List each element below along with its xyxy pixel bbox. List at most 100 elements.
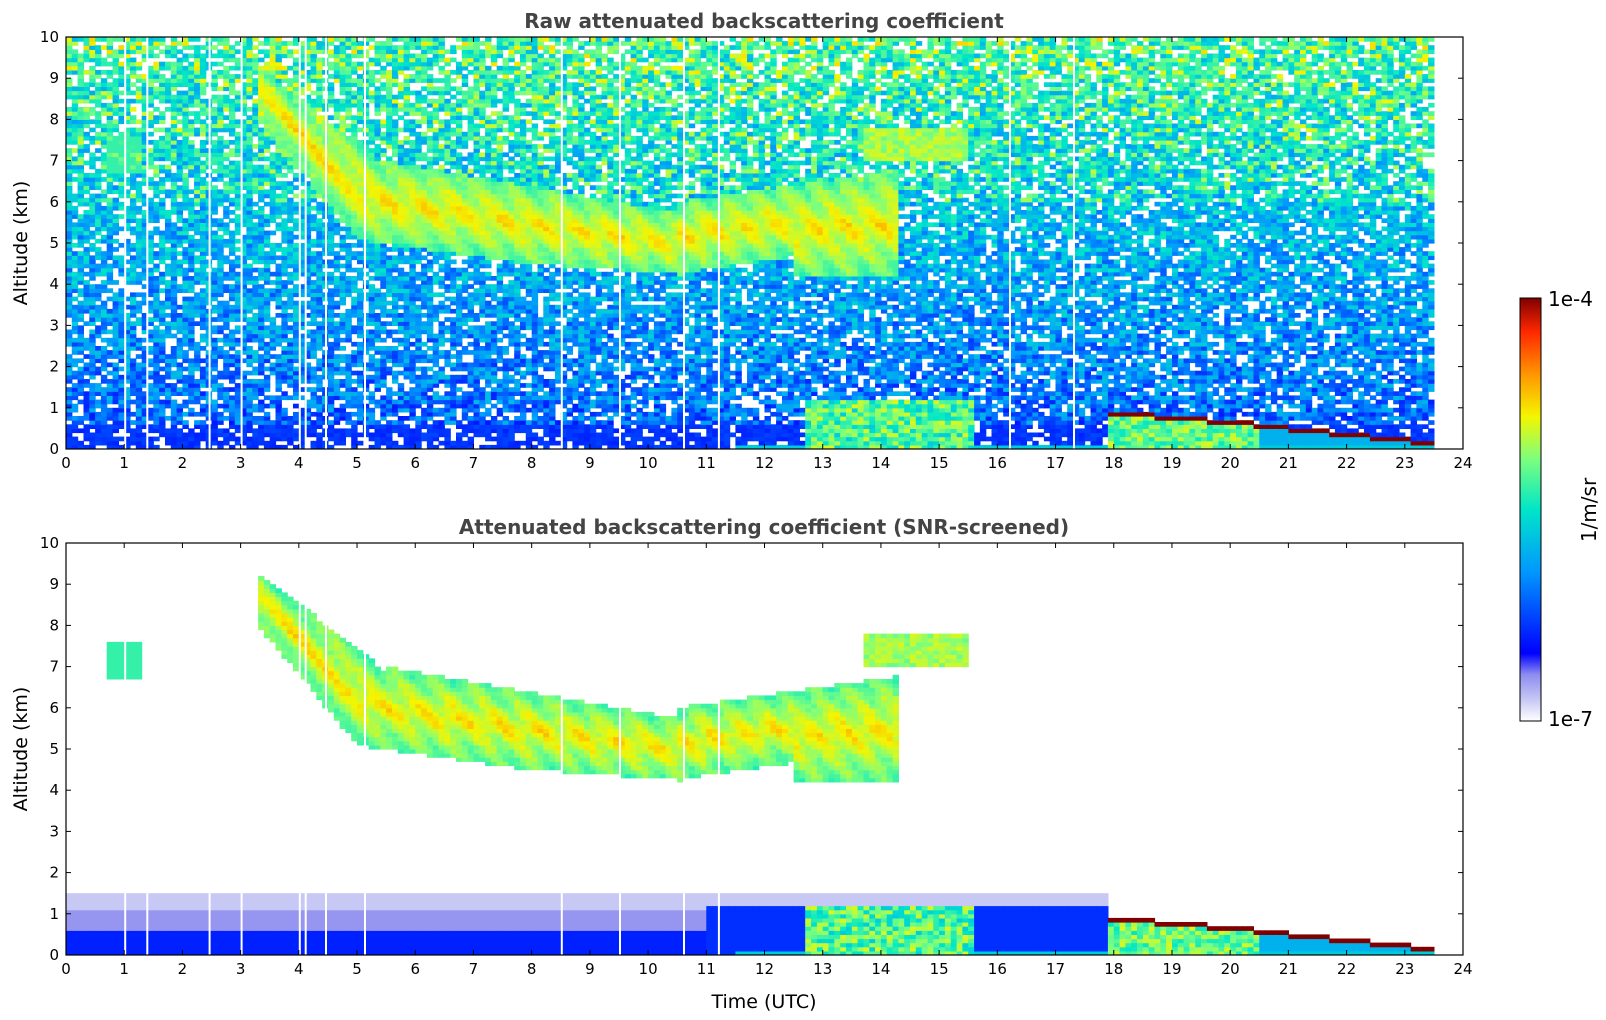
- heatmap-cell: [118, 49, 125, 55]
- heatmap-cell: [89, 234, 96, 240]
- heatmap-cell: [415, 317, 422, 322]
- heatmap-cell: [194, 37, 201, 42]
- heatmap-cell: [165, 267, 172, 273]
- heatmap-cell: [403, 259, 410, 265]
- heatmap-cell: [357, 251, 364, 256]
- heatmap-cell: [310, 271, 317, 277]
- heatmap-cell: [135, 160, 143, 166]
- heatmap-cell: [188, 296, 195, 302]
- heatmap-cell: [176, 234, 183, 240]
- heatmap-cell: [176, 61, 183, 67]
- heatmap-cell: [374, 399, 381, 405]
- heatmap-cell: [118, 255, 125, 261]
- heatmap-cell: [392, 259, 399, 265]
- heatmap-cell: [368, 296, 376, 302]
- heatmap-cell: [386, 177, 393, 182]
- heatmap-cell: [223, 354, 230, 359]
- heatmap-cell: [194, 181, 201, 186]
- heatmap-cell: [339, 53, 346, 59]
- heatmap-cell: [327, 53, 335, 59]
- heatmap-cell: [252, 267, 259, 273]
- heatmap-cell: [89, 317, 96, 322]
- heatmap-cell: [83, 416, 90, 421]
- heatmap-cell: [258, 173, 265, 178]
- heatmap-cell: [252, 214, 259, 219]
- heatmap-cell: [333, 140, 341, 145]
- heatmap-cell: [159, 210, 166, 215]
- heatmap-cell: [310, 218, 317, 223]
- heatmap-cell: [392, 321, 399, 326]
- heatmap-cell: [246, 346, 253, 351]
- heatmap-cell: [380, 238, 387, 244]
- heatmap-cell: [95, 156, 102, 162]
- heatmap-cell: [304, 234, 312, 240]
- heatmap-cell: [246, 308, 253, 314]
- heatmap-cell: [362, 131, 370, 137]
- heatmap-cell: [380, 263, 387, 269]
- heatmap-cell: [147, 49, 154, 55]
- heatmap-cell: [240, 173, 247, 178]
- heatmap-cell: [112, 189, 119, 195]
- heatmap-cell: [403, 168, 410, 174]
- heatmap-cell: [252, 234, 259, 240]
- heatmap-cell: [269, 403, 277, 409]
- heatmap-cell: [199, 201, 207, 207]
- heatmap-cell: [392, 119, 399, 125]
- heatmap-cell: [124, 49, 131, 55]
- heatmap-cell: [275, 374, 282, 380]
- heatmap-cell: [380, 362, 387, 368]
- heatmap-cell: [246, 148, 253, 153]
- heatmap-cell: [403, 164, 410, 170]
- heatmap-cell: [217, 37, 224, 42]
- heatmap-cell: [397, 387, 405, 392]
- heatmap-cell: [112, 57, 119, 63]
- heatmap-cell: [368, 127, 376, 133]
- heatmap-cell: [316, 181, 323, 186]
- heatmap-cell: [199, 57, 207, 63]
- heatmap-cell: [159, 411, 166, 417]
- heatmap-cell: [246, 57, 253, 63]
- heatmap-cell: [147, 98, 154, 104]
- heatmap-cell: [293, 98, 300, 104]
- heatmap-cell: [269, 230, 277, 236]
- heatmap-cell: [351, 354, 358, 359]
- heatmap-cell: [386, 407, 393, 413]
- heatmap-cell: [188, 205, 195, 211]
- heatmap-cell: [281, 140, 288, 145]
- heatmap-cell: [153, 263, 160, 269]
- heatmap-cell: [89, 411, 96, 417]
- heatmap-cell: [275, 41, 282, 46]
- heatmap-cell: [275, 98, 282, 104]
- heatmap-cell: [159, 317, 166, 322]
- heatmap-cell: [287, 156, 294, 162]
- heatmap-cell: [287, 218, 294, 223]
- heatmap-cell: [118, 53, 125, 59]
- heatmap-cell: [362, 395, 370, 401]
- heatmap-cell: [147, 197, 154, 203]
- heatmap-cell: [287, 259, 294, 265]
- heatmap-cell: [176, 214, 183, 219]
- heatmap-cell: [298, 407, 306, 413]
- heatmap-cell: [188, 284, 195, 289]
- heatmap-cell: [415, 57, 422, 63]
- heatmap-cell: [415, 168, 422, 174]
- heatmap-cell: [211, 148, 218, 153]
- heatmap-cell: [252, 131, 259, 137]
- heatmap-cell: [153, 300, 160, 306]
- heatmap-cell: [409, 168, 416, 174]
- heatmap-cell: [141, 432, 149, 438]
- heatmap-cell: [234, 94, 242, 100]
- heatmap-cell: [106, 444, 114, 449]
- heatmap-cell: [310, 45, 317, 50]
- heatmap-cell: [339, 82, 346, 87]
- heatmap-cell: [229, 107, 236, 112]
- heatmap-cell: [386, 440, 393, 446]
- heatmap-cell: [380, 399, 387, 405]
- heatmap-cell: [333, 131, 341, 137]
- heatmap-cell: [327, 185, 335, 190]
- heatmap-cell: [240, 222, 247, 228]
- heatmap-cell: [333, 111, 341, 116]
- heatmap-cell: [246, 70, 253, 75]
- heatmap-cell: [368, 70, 376, 75]
- heatmap-cell: [327, 226, 335, 232]
